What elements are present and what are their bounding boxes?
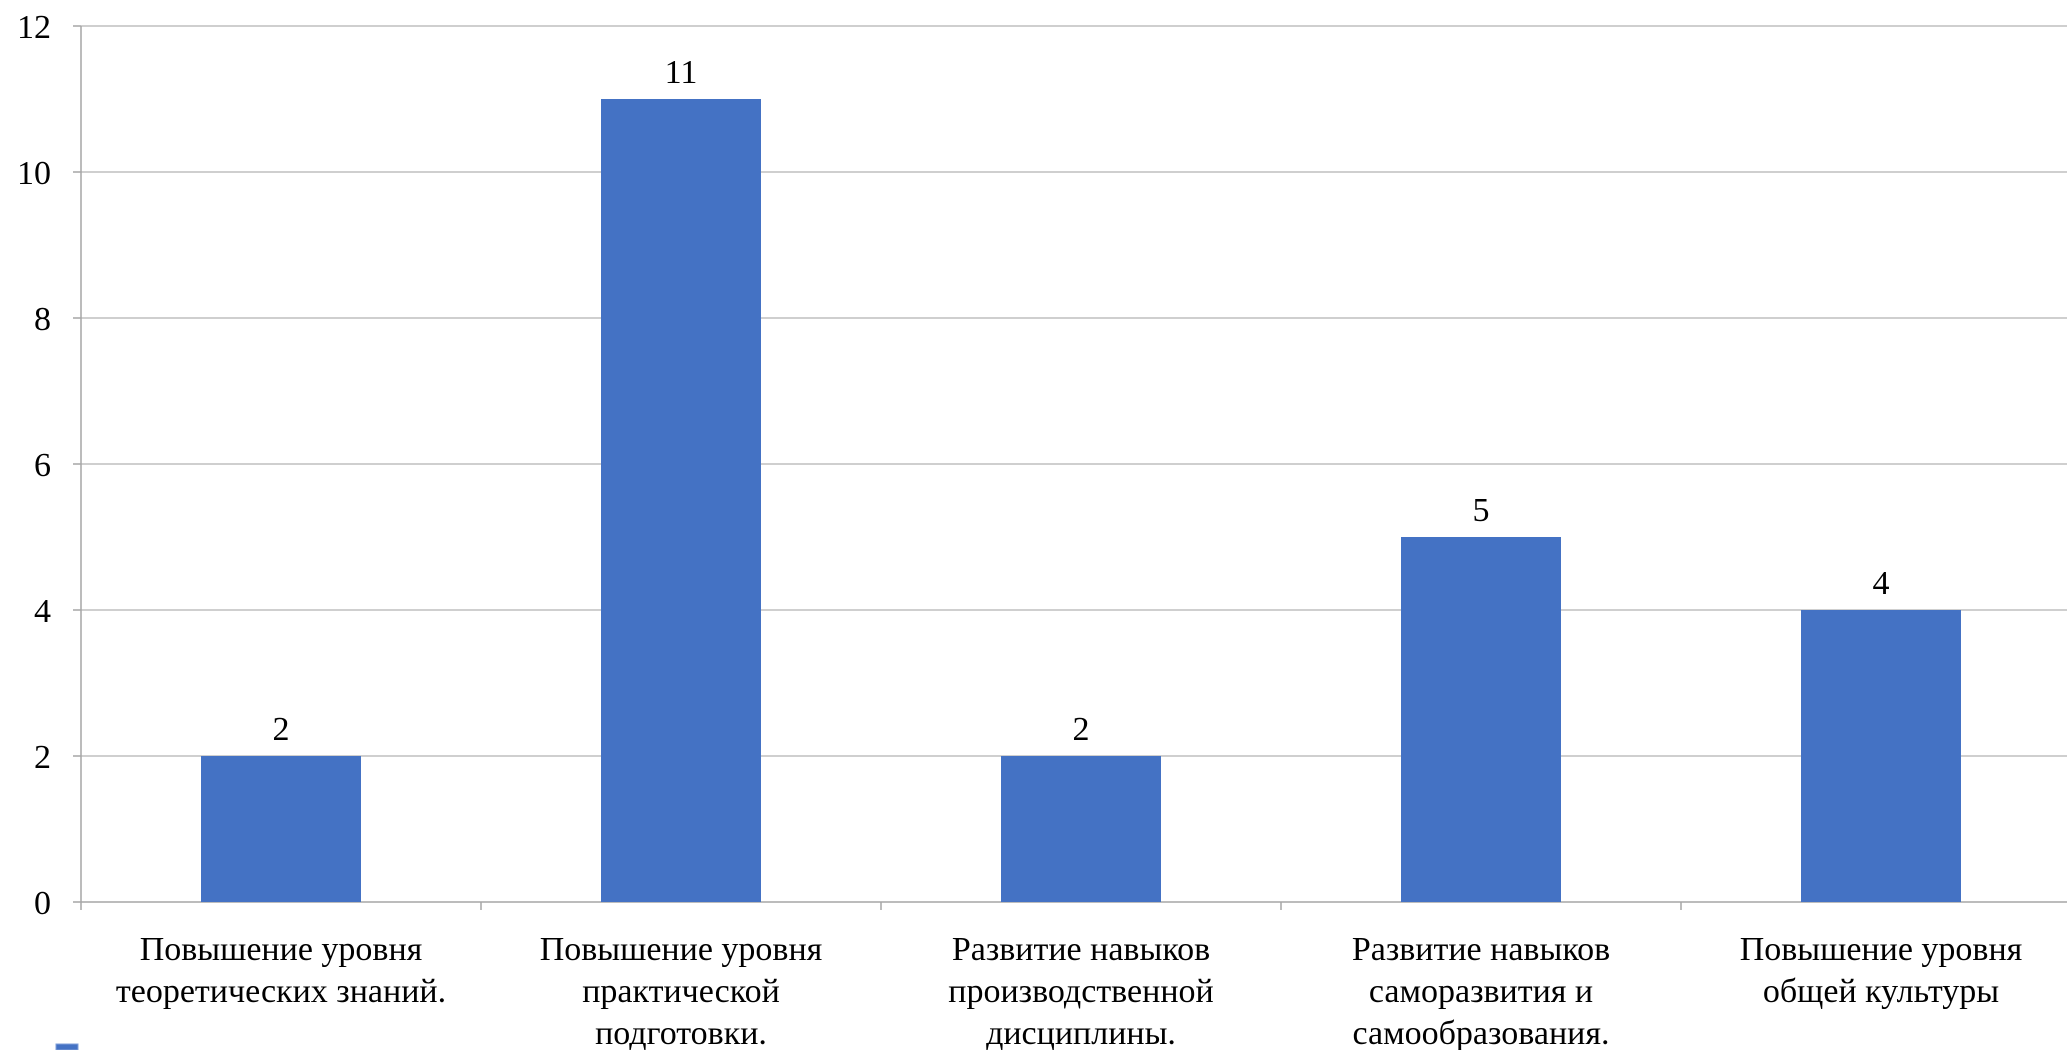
bar: [201, 756, 361, 902]
x-tick-label: Развитие навыков: [1352, 931, 1610, 968]
x-tick-label: общей культуры: [1763, 973, 1999, 1010]
y-tick-label: 10: [17, 155, 51, 192]
x-tick-label: теоретических знаний.: [116, 973, 446, 1010]
x-tick-label: дисциплины.: [986, 1015, 1176, 1050]
data-label: 2: [1073, 711, 1090, 748]
x-tick-label: Повышение уровня: [540, 931, 823, 968]
x-tick-label: подготовки.: [595, 1015, 767, 1050]
data-label: 4: [1873, 565, 1890, 602]
x-tick-label: саморазвития и: [1369, 973, 1593, 1010]
bar: [1401, 537, 1561, 902]
x-tick-label: Повышение уровня: [1740, 931, 2023, 968]
data-label: 2: [273, 711, 290, 748]
x-tick-label: Повышение уровня: [140, 931, 423, 968]
y-tick-label: 6: [34, 447, 51, 484]
bar: [1801, 610, 1961, 902]
gridlines: [81, 25, 2067, 757]
y-tick-label: 4: [34, 593, 51, 630]
labels: 0 2 4 6 8 10 12 2 Повышение уровня теоретических …: [17, 9, 2023, 1050]
y-tick-label: 8: [34, 301, 51, 338]
x-tick-label: самообразования.: [1353, 1015, 1610, 1050]
data-label: 5: [1473, 492, 1490, 529]
x-tick-label: Развитие навыков: [952, 931, 1210, 968]
legend-marker: [55, 1043, 79, 1050]
y-tick-label: 2: [34, 739, 51, 776]
y-tick-label: 12: [17, 9, 51, 46]
bars: [201, 99, 1961, 902]
bar: [1001, 756, 1161, 902]
data-label: 11: [665, 54, 698, 91]
bar: [601, 99, 761, 902]
y-tick-label: 0: [34, 885, 51, 922]
x-tick-label: практической: [582, 973, 780, 1010]
x-tick-label: производственной: [948, 973, 1213, 1010]
